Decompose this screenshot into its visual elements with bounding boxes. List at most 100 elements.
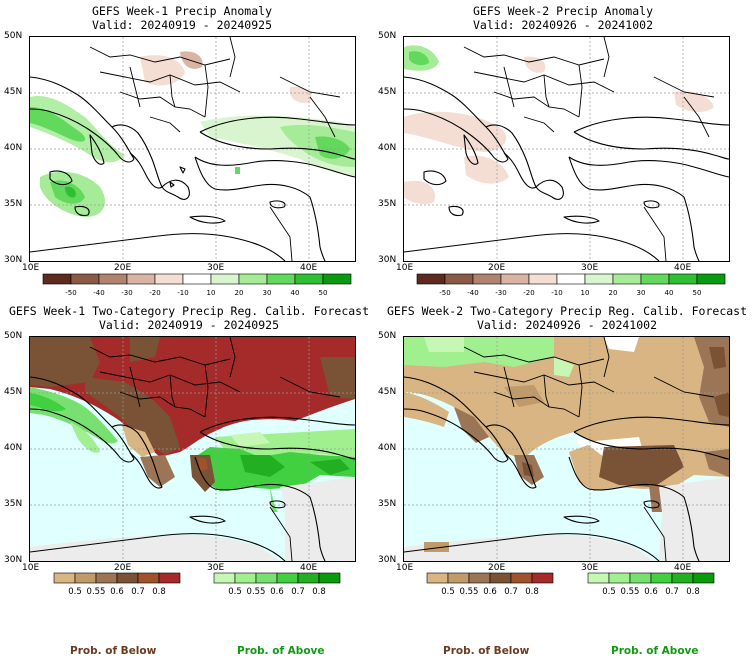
lat-label: 50N <box>4 331 23 341</box>
lat-label: 50N <box>378 31 397 41</box>
panel1-map <box>29 36 356 262</box>
lat-label: 45N <box>378 87 397 97</box>
colorbar-tick-label: -10 <box>177 289 188 297</box>
panel3-title-line: GEFS Week-1 Two-Category Precip Reg. Cal… <box>8 304 370 318</box>
colorbar-tick-label: -20 <box>523 289 534 297</box>
colorbar-swatch <box>500 273 530 285</box>
lat-label: 30N <box>378 555 397 565</box>
colorbar-tick-label: 20 <box>609 289 618 297</box>
lat-label: 45N <box>4 387 23 397</box>
colorbar-swatch <box>116 572 139 584</box>
colorbar-swatch <box>584 273 614 285</box>
colorbar-swatch <box>612 273 642 285</box>
colorbar-tick-label: -10 <box>551 289 562 297</box>
colorbar-swatch <box>255 572 278 584</box>
panel3-title: GEFS Week-1 Two-Category Precip Reg. Cal… <box>4 304 374 332</box>
panel3-coastlines <box>30 376 355 561</box>
colorbar-tick-label: 0.6 <box>644 587 658 597</box>
colorbar-tick-label: 50 <box>319 289 328 297</box>
colorbar-swatch <box>234 572 257 584</box>
panel4-above-colorbar: 0.5 0.55 0.6 0.7 0.8 <box>584 572 724 597</box>
colorbar-swatch <box>238 273 268 285</box>
colorbar-tick-label: 0.8 <box>312 587 326 597</box>
legend-above-label-left: Prob. of Above <box>237 645 325 657</box>
panel4-title-line: GEFS Week-2 Two-Category Precip Reg. Cal… <box>386 304 748 318</box>
colorbar-tick-label: 0.55 <box>247 587 266 597</box>
lat-label: 35N <box>378 499 397 509</box>
colorbar-tick-label: 0.5 <box>602 587 616 597</box>
lon-label: 10E <box>22 563 40 573</box>
colorbar-tick-label: 20 <box>235 289 244 297</box>
lon-label: 30E <box>207 563 225 573</box>
colorbar-tick-label: -40 <box>93 289 104 297</box>
colorbar-swatch <box>468 572 491 584</box>
lat-label: 30N <box>4 255 23 265</box>
colorbar-swatch <box>276 572 299 584</box>
colorbar-swatch <box>556 273 586 285</box>
colorbar-tick-label: 40 <box>291 289 300 297</box>
lon-label: 40E <box>674 563 692 573</box>
lat-label: 40N <box>4 443 23 453</box>
colorbar-swatch <box>528 273 558 285</box>
colorbar-swatch <box>318 572 341 584</box>
panel1-valid-line: Valid: 20240919 - 20240925 <box>91 18 272 32</box>
colorbar-tick-label: 50 <box>693 289 702 297</box>
legend-above-label-right: Prob. of Above <box>611 645 699 657</box>
colorbar-swatch <box>98 273 128 285</box>
colorbar-swatch <box>416 273 446 285</box>
panel2-coastlines <box>404 76 729 261</box>
colorbar-swatch <box>692 572 715 584</box>
colorbar-svg: -50 -40 -30 -20 -10 10 20 30 40 50 <box>416 273 726 297</box>
panel1-anomaly-colorbar: -50 -40 -30 -20 -10 10 20 30 40 50 <box>35 273 355 298</box>
colorbar-tick-label: 0.6 <box>110 587 124 597</box>
colorbar-tick-label: -30 <box>121 289 132 297</box>
panel3-below-colorbar: 0.5 0.55 0.6 0.7 0.8 <box>50 572 190 597</box>
panel4-map <box>403 336 730 562</box>
colorbar-swatch <box>74 572 97 584</box>
legend-below-label-left: Prob. of Below <box>70 645 157 657</box>
lat-label: 35N <box>378 199 397 209</box>
colorbar-swatch <box>53 572 76 584</box>
colorbar-tick-label: 30 <box>637 289 646 297</box>
lon-label: 20E <box>114 263 132 273</box>
panel3-map <box>29 336 356 562</box>
colorbar-swatch <box>95 572 118 584</box>
panel3-valid-line: Valid: 20240919 - 20240925 <box>98 318 279 332</box>
colorbar-swatch <box>154 273 184 285</box>
colorbar-tick-label: 0.6 <box>270 587 284 597</box>
colorbar-tick-label: 0.7 <box>131 587 145 597</box>
colorbar-swatch <box>137 572 160 584</box>
colorbar-tick-label: 0.5 <box>68 587 82 597</box>
colorbar-tick-label: 10 <box>581 289 590 297</box>
lat-label: 50N <box>378 331 397 341</box>
colorbar-swatch <box>671 572 694 584</box>
colorbar-tick-label: 0.55 <box>621 587 640 597</box>
colorbar-tick-label: 0.55 <box>87 587 106 597</box>
panel4-title: GEFS Week-2 Two-Category Precip Reg. Cal… <box>382 304 752 332</box>
colorbar-tick-label: -50 <box>65 289 76 297</box>
lon-label: 20E <box>488 563 506 573</box>
colorbar-tick-label: 0.5 <box>228 587 242 597</box>
lon-label: 20E <box>114 563 132 573</box>
colorbar-tick-label: -20 <box>149 289 160 297</box>
panel2-borders <box>463 37 715 261</box>
lat-label: 30N <box>378 255 397 265</box>
panel4-below-colorbar: 0.5 0.55 0.6 0.7 0.8 <box>423 572 563 597</box>
lat-label: 45N <box>378 387 397 397</box>
colorbar-swatch <box>322 273 352 285</box>
lon-label: 40E <box>674 263 692 273</box>
lat-label: 30N <box>4 555 23 565</box>
lon-label: 30E <box>581 263 599 273</box>
colorbar-tick-label: 0.8 <box>686 587 700 597</box>
colorbar-tick-label: 0.7 <box>291 587 305 597</box>
colorbar-tick-label: 0.6 <box>483 587 497 597</box>
colorbar-swatch <box>297 572 320 584</box>
colorbar-swatch <box>696 273 726 285</box>
lat-label: 35N <box>4 499 23 509</box>
colorbar-swatch <box>668 273 698 285</box>
colorbar-swatch <box>213 572 236 584</box>
lon-label: 30E <box>581 563 599 573</box>
panel2-map <box>403 36 730 262</box>
panel2-title-line: GEFS Week-2 Precip Anomaly <box>472 4 653 18</box>
panel1-title-line: GEFS Week-1 Precip Anomaly <box>91 4 272 18</box>
